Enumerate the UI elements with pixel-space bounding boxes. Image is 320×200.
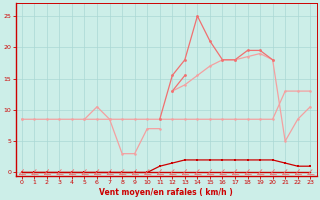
X-axis label: Vent moyen/en rafales ( km/h ): Vent moyen/en rafales ( km/h ) bbox=[99, 188, 233, 197]
